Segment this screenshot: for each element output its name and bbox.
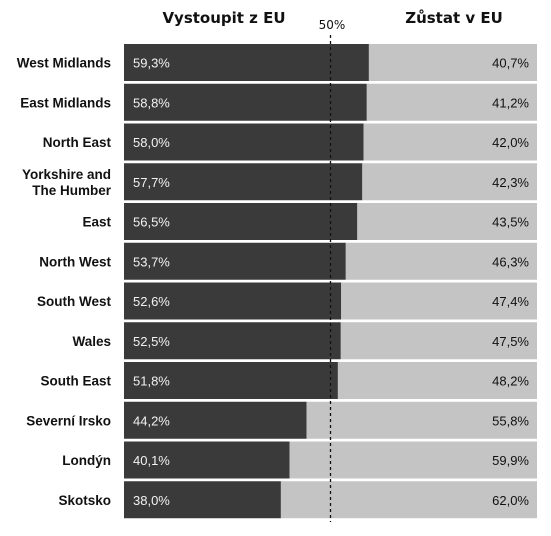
bar-remain [362,163,537,201]
remain-value-label: 42,0% [492,135,529,150]
leave-value-label: 44,2% [133,413,170,428]
bar-row: East Midlands 58,8% 41,2% [20,83,537,121]
bar-row: Wales 52,5% 47,5% [72,322,537,360]
remain-value-label: 43,5% [492,215,529,230]
leave-value-label: 38,0% [133,493,170,508]
leave-value-label: 56,5% [133,215,170,230]
bar-remain [289,441,537,479]
row-label-line: Wales [72,334,111,349]
remain-value-label: 48,2% [492,374,529,389]
remain-value-label: 41,2% [492,95,529,110]
bar-row: Londýn 40,1% 59,9% [62,441,537,479]
leave-value-label: 59,3% [133,56,170,71]
bar-remain [345,242,537,280]
leave-value-label: 53,7% [133,254,170,269]
row-label: South East [40,374,111,389]
bar-leave [124,441,290,479]
row-label-line: Severní Irsko [26,413,111,428]
remain-value-label: 40,7% [492,56,529,71]
row-label: Londýn [62,453,111,468]
remain-value-label: 47,4% [492,294,529,309]
bar-row: East 56,5% 43,5% [82,203,537,240]
bar-row: West Midlands 59,3% 40,7% [17,44,537,81]
bar-remain [337,362,537,399]
bar-leave [124,362,338,399]
leave-value-label: 58,8% [133,95,170,110]
row-label-line: East [82,215,111,230]
row-label-line: North East [43,135,112,150]
row-label: Yorkshire and The Humber [22,167,112,198]
bar-leave [124,242,346,280]
bar-leave [124,123,364,161]
bar-row: North West 53,7% 46,3% [39,242,537,280]
row-label-line: North West [39,254,111,269]
bar-remain [341,282,537,320]
row-label: Wales [72,334,111,349]
bar-leave [124,44,369,81]
bar-row: North East 58,0% 42,0% [43,123,537,161]
reference-line-label: 50% [319,18,346,32]
bar-row: South West 52,6% 47,4% [37,282,537,320]
leave-value-label: 57,7% [133,175,170,190]
row-label-line: South East [40,374,111,389]
row-label: East Midlands [20,95,111,110]
bar-remain [368,44,537,81]
bar-leave [124,282,342,320]
row-label-line: Yorkshire and [22,167,111,182]
row-label-line: West Midlands [17,56,111,71]
remain-value-label: 55,8% [492,413,529,428]
row-label-line: Skotsko [58,493,111,508]
leave-value-label: 40,1% [133,453,170,468]
bar-row: South East 51,8% 48,2% [40,362,537,399]
bar-remain [357,203,537,240]
row-label: West Midlands [17,56,111,71]
bar-leave [124,322,341,360]
row-label-line: The Humber [32,183,112,198]
row-label: North West [39,254,111,269]
bar-remain [340,322,537,360]
row-label-line: South West [37,294,112,309]
bar-row: Skotsko 38,0% 62,0% [58,481,537,519]
leave-value-label: 58,0% [133,135,170,150]
row-label-line: East Midlands [20,95,111,110]
row-label: Skotsko [58,493,111,508]
row-label: Severní Irsko [26,413,111,428]
bar-leave [124,401,307,439]
row-label-line: Londýn [62,453,111,468]
bar-rows: West Midlands 59,3% 40,7% East Midlands 58,8… [17,44,537,519]
leave-value-label: 52,6% [133,294,170,309]
remain-value-label: 46,3% [492,254,529,269]
bar-remain [280,481,537,519]
remain-value-label: 62,0% [492,493,529,508]
bar-remain [363,123,537,161]
row-label: South West [37,294,112,309]
bar-row: Yorkshire and The Humber 57,7% 42,3% [22,163,537,201]
bar-leave [124,83,367,121]
bar-remain [366,83,537,121]
remain-value-label: 42,3% [492,175,529,190]
remain-value-label: 47,5% [492,334,529,349]
row-label: East [82,215,111,230]
remain-value-label: 59,9% [492,453,529,468]
row-label: North East [43,135,112,150]
leave-value-label: 51,8% [133,374,170,389]
header-remain: Zůstat v EU [405,9,503,27]
leave-value-label: 52,5% [133,334,170,349]
bar-leave [124,163,363,201]
bar-leave [124,203,358,240]
bar-remain [306,401,537,439]
bar-leave [124,481,281,519]
header-leave: Vystoupit z EU [162,9,285,27]
bar-row: Severní Irsko 44,2% 55,8% [26,401,537,439]
